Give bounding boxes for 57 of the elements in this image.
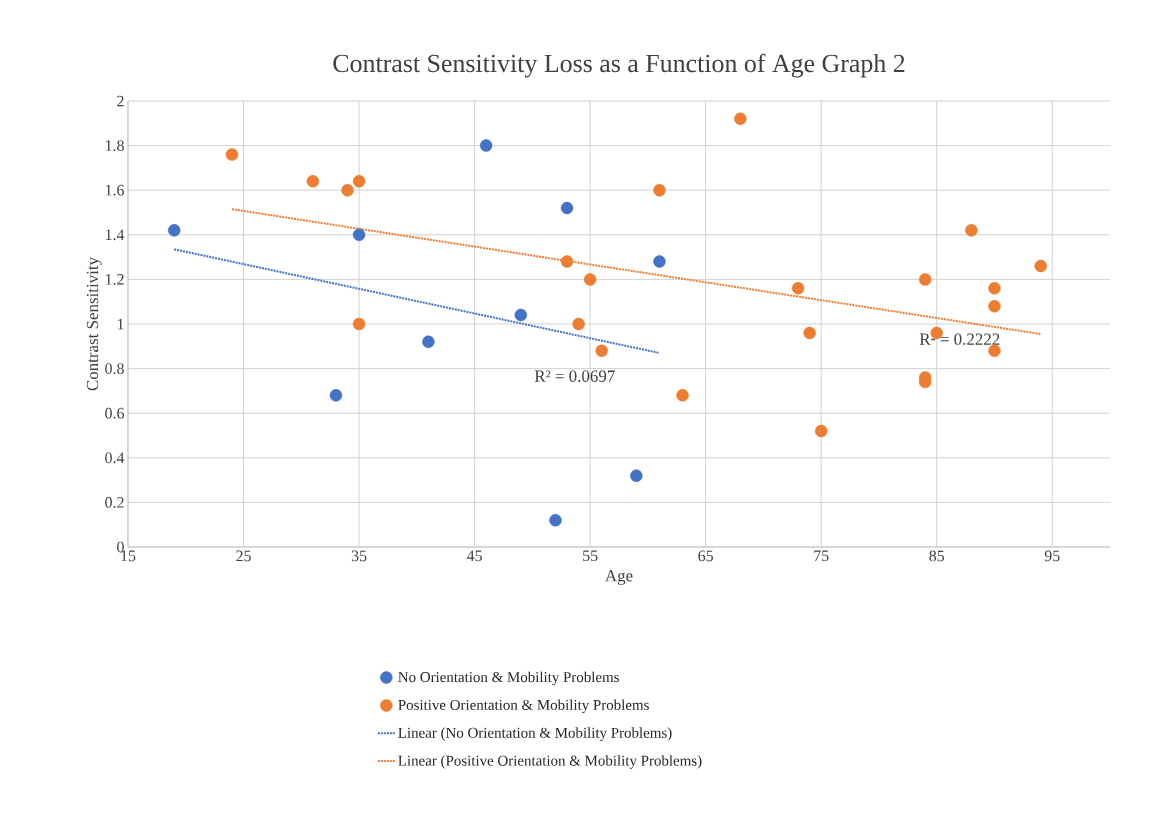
point bbox=[479, 139, 493, 152]
legend-label: Linear (Positive Orientation & Mobility Problems) bbox=[398, 755, 702, 769]
point bbox=[341, 184, 354, 197]
point bbox=[560, 201, 574, 215]
chart-title: Contrast Sensitivity Loss as a Function of Age Graph 2 bbox=[333, 53, 905, 78]
point bbox=[988, 299, 1001, 313]
point bbox=[352, 317, 366, 331]
point bbox=[572, 317, 585, 331]
point bbox=[814, 424, 828, 438]
point bbox=[583, 273, 597, 286]
y-tick-label: 1 bbox=[117, 318, 124, 330]
legend-label: No Orientation & Mobility Problems bbox=[398, 671, 619, 686]
x-tick-label: 75 bbox=[814, 550, 829, 562]
x-tick-label: 35 bbox=[351, 550, 367, 562]
point bbox=[422, 335, 435, 349]
annotation: R² = 0.0697 bbox=[534, 370, 615, 382]
y-tick-label: 0.6 bbox=[105, 407, 125, 419]
point bbox=[352, 175, 366, 188]
point bbox=[734, 112, 747, 126]
legend-label: Linear (No Orientation & Mobility Problems) bbox=[398, 727, 672, 741]
y-tick-label: 0.8 bbox=[105, 363, 124, 375]
x-tick-label: 65 bbox=[698, 550, 713, 562]
point bbox=[225, 148, 239, 161]
y-axis-title: Contrast Sensitivity bbox=[86, 257, 102, 391]
point bbox=[676, 389, 689, 402]
y-tick-label: 1.8 bbox=[105, 140, 124, 152]
point bbox=[803, 326, 816, 340]
point bbox=[595, 344, 608, 357]
point bbox=[918, 273, 932, 286]
y-tick-label: 1.6 bbox=[105, 184, 125, 196]
point bbox=[988, 282, 1001, 295]
x-tick-label: 25 bbox=[236, 550, 251, 562]
y-tick-label: 1.4 bbox=[105, 229, 125, 241]
x-tick-label: 55 bbox=[583, 550, 598, 562]
point bbox=[306, 175, 320, 188]
x-tick-label: 85 bbox=[929, 550, 945, 562]
y-tick-label: 0.4 bbox=[105, 452, 125, 464]
point bbox=[329, 389, 343, 402]
point bbox=[988, 344, 1001, 357]
point bbox=[791, 282, 805, 295]
point bbox=[560, 255, 574, 268]
point bbox=[514, 308, 527, 322]
point bbox=[653, 184, 666, 197]
point bbox=[1034, 259, 1047, 273]
point bbox=[630, 469, 643, 482]
x-tick-label: 45 bbox=[466, 550, 482, 562]
y-tick-label: 0.2 bbox=[105, 497, 124, 508]
point bbox=[168, 224, 181, 237]
point bbox=[352, 228, 366, 242]
point bbox=[653, 255, 666, 268]
y-tick-label: 2 bbox=[117, 95, 124, 107]
x-axis-title: Age bbox=[605, 570, 633, 585]
legend-label: Positive Orientation & Mobility Problems bbox=[398, 699, 649, 714]
x-tick-label: 95 bbox=[1044, 550, 1060, 562]
y-tick-label: 1.2 bbox=[105, 274, 124, 285]
point bbox=[549, 514, 562, 527]
point bbox=[965, 224, 978, 237]
